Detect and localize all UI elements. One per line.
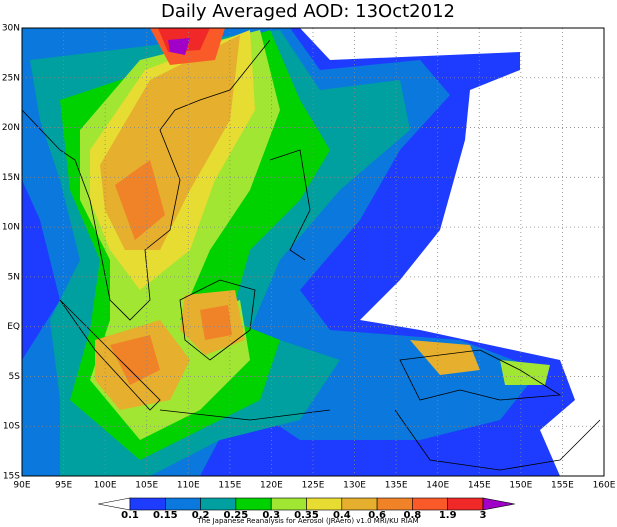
title: Daily Averaged AOD: 13Oct2012	[161, 1, 455, 22]
x-tick-label: 135E	[385, 481, 408, 491]
colorbar-segment	[235, 497, 272, 511]
colorbar-segment	[165, 497, 201, 511]
x-tick-label: 90E	[13, 481, 30, 491]
colorbar-segment	[376, 497, 413, 511]
colorbar-segment	[447, 497, 484, 511]
colorbar: 0.1 0.15 0.2 0.25 0.3 0.35 0.4 0.6 0.8 1.9 3	[98, 497, 515, 521]
y-tick-label: 5S	[9, 372, 21, 382]
colorbar-segment	[200, 497, 237, 511]
colorbar-segment	[129, 497, 166, 511]
y-tick-label: 25N	[2, 73, 20, 83]
colorbar-label: 0.8	[404, 510, 422, 521]
colorbar-label: 0.35	[294, 510, 319, 521]
y-tick-label: 10N	[2, 223, 20, 233]
x-tick-label: 115E	[218, 481, 241, 491]
x-tick-label: 95E	[55, 481, 72, 491]
colorbar-segment	[341, 497, 378, 511]
coastlines	[22, 39, 601, 471]
x-tick-label: 155E	[551, 481, 574, 491]
y-tick-label: 5N	[8, 272, 20, 282]
colorbar-segment	[270, 497, 307, 511]
x-tick-label: 160E	[593, 481, 616, 491]
colorbar-label: 0.1	[121, 510, 139, 521]
colorbar-over	[482, 497, 515, 511]
colorbar-label: 0.4	[333, 510, 351, 521]
colorbar-under	[98, 497, 131, 511]
y-tick-label: EQ	[7, 322, 20, 332]
plot-frame	[21, 27, 605, 477]
colorbar-label: 1.9	[439, 510, 457, 521]
x-tick-label: 130E	[343, 481, 366, 491]
y-tick-label: 30N	[2, 24, 20, 34]
x-tick-label: 110E	[177, 481, 200, 491]
colorbar-label: 3	[480, 510, 487, 521]
colorbar-label: 0.6	[368, 510, 386, 521]
y-tick-label: 10S	[3, 422, 20, 432]
x-tick-label: 150E	[509, 481, 532, 491]
x-tick-label: 120E	[260, 481, 283, 491]
x-tick-label: 140E	[426, 481, 449, 491]
colorbar-label: 0.25	[224, 510, 249, 521]
x-tick-label: 125E	[302, 481, 325, 491]
y-tick-label: 20N	[2, 123, 20, 133]
colorbar-label: 0.3	[262, 510, 280, 521]
colorbar-label: 0.2	[192, 510, 210, 521]
y-tick-label: 15N	[2, 173, 20, 183]
colorbar-label: 0.15	[153, 510, 178, 521]
x-tick-label: 105E	[135, 481, 158, 491]
y-tick-label: 15S	[3, 472, 20, 482]
x-tick-label: 145E	[468, 481, 491, 491]
colorbar-segment	[412, 497, 448, 511]
tick-labels: 90E 95E 100E 105E 110E 115E 120E 125E 130E 135E 14…	[2, 24, 616, 491]
credit: The Japanese Reanalysis for Aerosol (JRA…	[196, 517, 418, 525]
colorbar-segment	[306, 497, 343, 511]
x-tick-label: 100E	[94, 481, 117, 491]
